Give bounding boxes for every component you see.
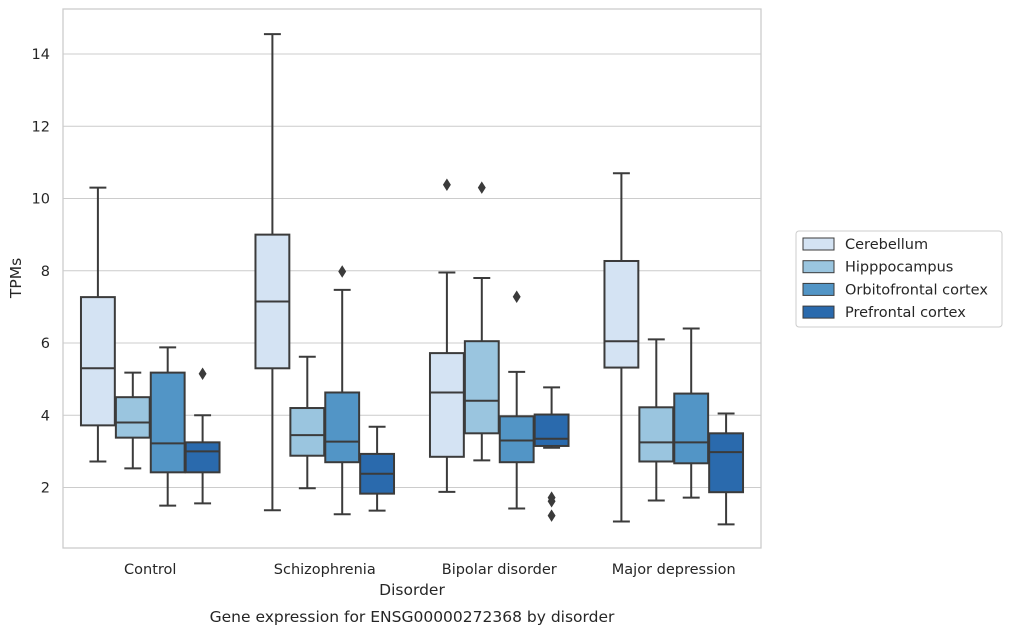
box-plot-box xyxy=(289,355,326,490)
box-plot-box xyxy=(638,338,675,502)
plot-frame xyxy=(62,8,762,549)
outlier-point xyxy=(512,290,521,304)
iqr-box xyxy=(289,407,326,457)
outlier-point xyxy=(338,265,347,278)
iqr-box xyxy=(114,396,151,439)
x-tick-label: Major depression xyxy=(612,562,736,578)
box-plot-box xyxy=(149,346,186,507)
x-tick-label: Bipolar disorder xyxy=(442,562,557,578)
outlier-point xyxy=(547,494,556,508)
legend-swatch xyxy=(802,260,835,274)
iqr-box xyxy=(708,432,745,494)
box-plot-box xyxy=(708,412,745,526)
y-tick-label: 12 xyxy=(32,119,50,135)
box-plot-box xyxy=(79,186,116,463)
chart-title: Gene expression for ENSG00000272368 by d… xyxy=(210,608,615,626)
box-plot-box xyxy=(324,265,361,516)
box-plot-box xyxy=(673,327,710,499)
iqr-box xyxy=(498,415,535,464)
box-plot-box xyxy=(114,371,151,470)
outlier-point xyxy=(547,509,556,522)
x-tick-labels: Control Schizophrenia Bipolar disorder Majo… xyxy=(124,562,736,578)
legend-frame xyxy=(795,230,1003,328)
y-tick-label: 8 xyxy=(41,264,50,280)
y-tick-label: 10 xyxy=(32,192,50,208)
legend-label: Orbitofrontal cortex xyxy=(845,282,988,298)
box-plot-box xyxy=(184,367,221,505)
outlier-point xyxy=(442,178,451,192)
legend-swatch xyxy=(802,305,835,319)
iqr-box xyxy=(603,259,640,369)
y-tick-labels: 2 4 6 8 10 12 14 xyxy=(32,47,50,497)
legend: Cerebellum Hipppocampus Orbitofrontal cort… xyxy=(795,230,1003,328)
x-tick-label: Control xyxy=(124,562,176,578)
box-plot-marks xyxy=(79,33,745,526)
iqr-box xyxy=(638,406,675,463)
box-plot-box xyxy=(254,33,291,512)
x-axis-title: Disorder xyxy=(379,581,445,599)
x-tick-label: Schizophrenia xyxy=(274,562,376,578)
iqr-box xyxy=(463,340,500,435)
outlier-point xyxy=(198,367,207,380)
box-plot-box xyxy=(498,290,535,510)
legend-swatch xyxy=(802,282,835,296)
iqr-box xyxy=(673,392,710,465)
y-tick-label: 14 xyxy=(32,47,50,63)
iqr-box xyxy=(79,296,116,427)
legend-label: Cerebellum xyxy=(845,237,928,253)
y-axis-title: TPMs xyxy=(7,258,25,299)
y-tick-label: 6 xyxy=(41,336,50,352)
iqr-box xyxy=(428,352,465,458)
iqr-box xyxy=(149,371,186,474)
y-tick-label: 4 xyxy=(41,408,50,424)
outlier-point xyxy=(477,181,486,194)
iqr-box xyxy=(184,441,221,474)
iqr-box xyxy=(533,413,570,447)
legend-label: Hipppocampus xyxy=(845,260,953,276)
iqr-box xyxy=(324,391,361,464)
box-plot-box xyxy=(603,172,640,523)
y-tick-label: 2 xyxy=(41,481,50,497)
legend-swatch xyxy=(802,237,835,251)
box-plot-box xyxy=(359,425,396,512)
legend-label: Prefrontal cortex xyxy=(845,305,966,321)
box-plot-box xyxy=(463,181,500,462)
box-plot-box xyxy=(428,178,465,493)
box-plot-box xyxy=(533,386,570,522)
